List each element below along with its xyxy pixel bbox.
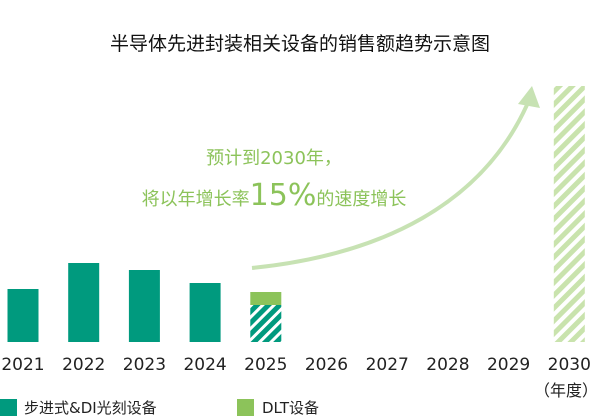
- annotation-line2-post: 的速度增长: [316, 189, 406, 210]
- bar-stepper-2022: [68, 263, 100, 342]
- bar-dlt-2030: [553, 86, 585, 342]
- annotation-line1: 预计到2030年，: [206, 148, 342, 169]
- bar-dlt-2025: [250, 292, 282, 305]
- bars-group: [7, 86, 585, 342]
- legend-swatch-dlt: [237, 399, 254, 416]
- x-tick-2021: 2021: [1, 355, 44, 375]
- growth-arrowhead-icon: [518, 86, 540, 108]
- bar-stepper-2023: [128, 270, 160, 342]
- annotation-growth-rate: 15%: [250, 178, 317, 213]
- x-tick-2028: 2028: [426, 355, 469, 375]
- bar-stepper-2024: [189, 283, 221, 342]
- x-tick-2024: 2024: [183, 355, 226, 375]
- bar-stepper-2021: [7, 289, 39, 342]
- x-tick-2022: 2022: [62, 355, 105, 375]
- chart-title: 半导体先进封装相关设备的销售额趋势示意图: [110, 33, 490, 55]
- x-tick-2029: 2029: [487, 355, 530, 375]
- legend-swatch-stepper: [0, 399, 17, 416]
- x-axis-unit: （年度）: [534, 381, 598, 400]
- legend-label-dlt: DLT设备: [262, 399, 319, 416]
- bar-stepper-2025: [250, 305, 282, 342]
- x-tick-2026: 2026: [305, 355, 348, 375]
- x-tick-2027: 2027: [366, 355, 409, 375]
- x-tick-2030: 2030: [548, 355, 591, 375]
- x-axis-ticks: 2021 2022 2023 2024 2025 2026 2027 2028 2029 2030: [1, 355, 591, 375]
- growth-arrow-curve: [251, 97, 532, 270]
- x-tick-2023: 2023: [123, 355, 166, 375]
- x-tick-2025: 2025: [244, 355, 287, 375]
- annotation-line2-pre: 将以年增长率: [142, 189, 250, 210]
- legend-label-stepper: 步进式&DI光刻设备: [24, 399, 157, 416]
- annotation-line2: 将以年增长率15%的速度增长: [142, 178, 407, 213]
